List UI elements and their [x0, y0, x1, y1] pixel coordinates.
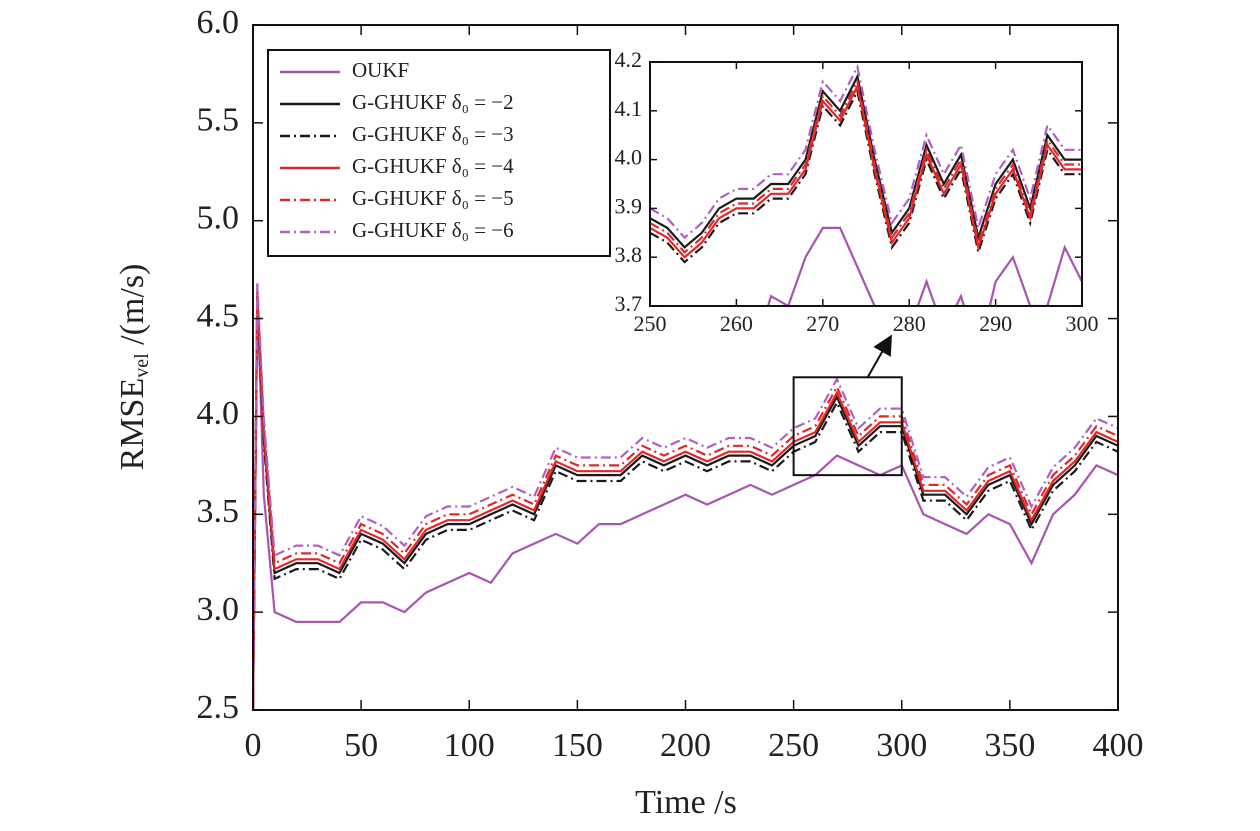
x-tick-label: 290 [979, 311, 1012, 336]
legend-label: G-GHUKF δ₀ = −6 [352, 218, 514, 242]
x-axis-label: Time /s [635, 784, 737, 821]
x-tick-label: 350 [984, 727, 1035, 764]
x-tick-label: 250 [634, 311, 667, 336]
zoom-arrow [866, 334, 892, 378]
x-tick-label: 300 [876, 727, 927, 764]
y-tick-label: 4.0 [197, 395, 240, 432]
series-line [253, 289, 1118, 710]
y-label-sub: vel [131, 353, 153, 378]
x-tick-label: 260 [720, 311, 753, 336]
zoom-box [792, 376, 903, 477]
y-label-unit: /(m/s) [114, 264, 151, 354]
legend-label: G-GHUKF δ₀ = −4 [352, 154, 514, 178]
plot-area [650, 63, 1082, 306]
y-label-main: RMSE [114, 378, 151, 471]
series-line [253, 302, 1118, 710]
legend-label: G-GHUKF δ₀ = −5 [352, 186, 514, 210]
x-tick-label: 100 [444, 727, 495, 764]
y-axis-label: RMSEvel /(m/s) [114, 264, 153, 471]
legend-label: OUKF [352, 58, 409, 82]
y-tick-label: 3.5 [197, 493, 240, 530]
series-line [253, 298, 1118, 710]
y-tick-label: 4.0 [615, 145, 643, 170]
x-tick-label: 50 [344, 727, 378, 764]
y-tick-label: 5.5 [197, 102, 240, 139]
axes-frame [649, 61, 1083, 307]
series-line [253, 291, 1118, 710]
x-tick-label: 400 [1093, 727, 1144, 764]
legend-label: G-GHUKF δ₀ = −2 [352, 90, 514, 114]
series-line [253, 295, 1118, 710]
y-tick-label: 3.9 [615, 193, 643, 218]
x-tick-label: 280 [893, 311, 926, 336]
series-line [650, 78, 1082, 254]
x-tick-label: 200 [660, 727, 711, 764]
y-tick-label: 3.7 [615, 291, 643, 316]
y-tick-label: 4.5 [197, 297, 240, 334]
x-tick-label: 0 [245, 727, 262, 764]
series-line [650, 63, 1082, 240]
y-tick-label: 6.0 [197, 4, 240, 41]
series-line [650, 73, 1082, 249]
y-tick-label: 3.8 [615, 242, 643, 267]
plot-area [253, 283, 1118, 710]
inset-background [650, 62, 1082, 306]
series-line [253, 283, 1118, 710]
x-tick-label: 270 [806, 311, 839, 336]
y-tick-label: 2.5 [197, 689, 240, 726]
y-tick-label: 4.1 [615, 96, 643, 121]
x-tick-label: 250 [768, 727, 819, 764]
x-tick-label: 150 [552, 727, 603, 764]
x-tick-label: 300 [1066, 311, 1099, 336]
y-tick-label: 5.0 [197, 200, 240, 237]
y-tick-label: 3.0 [197, 591, 240, 628]
y-tick-label: 4.2 [615, 47, 643, 72]
legend-box [267, 49, 611, 257]
legend-label: G-GHUKF δ₀ = −3 [352, 122, 514, 146]
series-line [766, 226, 1082, 306]
